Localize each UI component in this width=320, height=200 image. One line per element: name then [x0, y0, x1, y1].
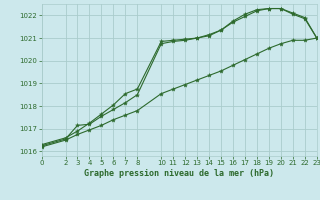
X-axis label: Graphe pression niveau de la mer (hPa): Graphe pression niveau de la mer (hPa)	[84, 169, 274, 178]
